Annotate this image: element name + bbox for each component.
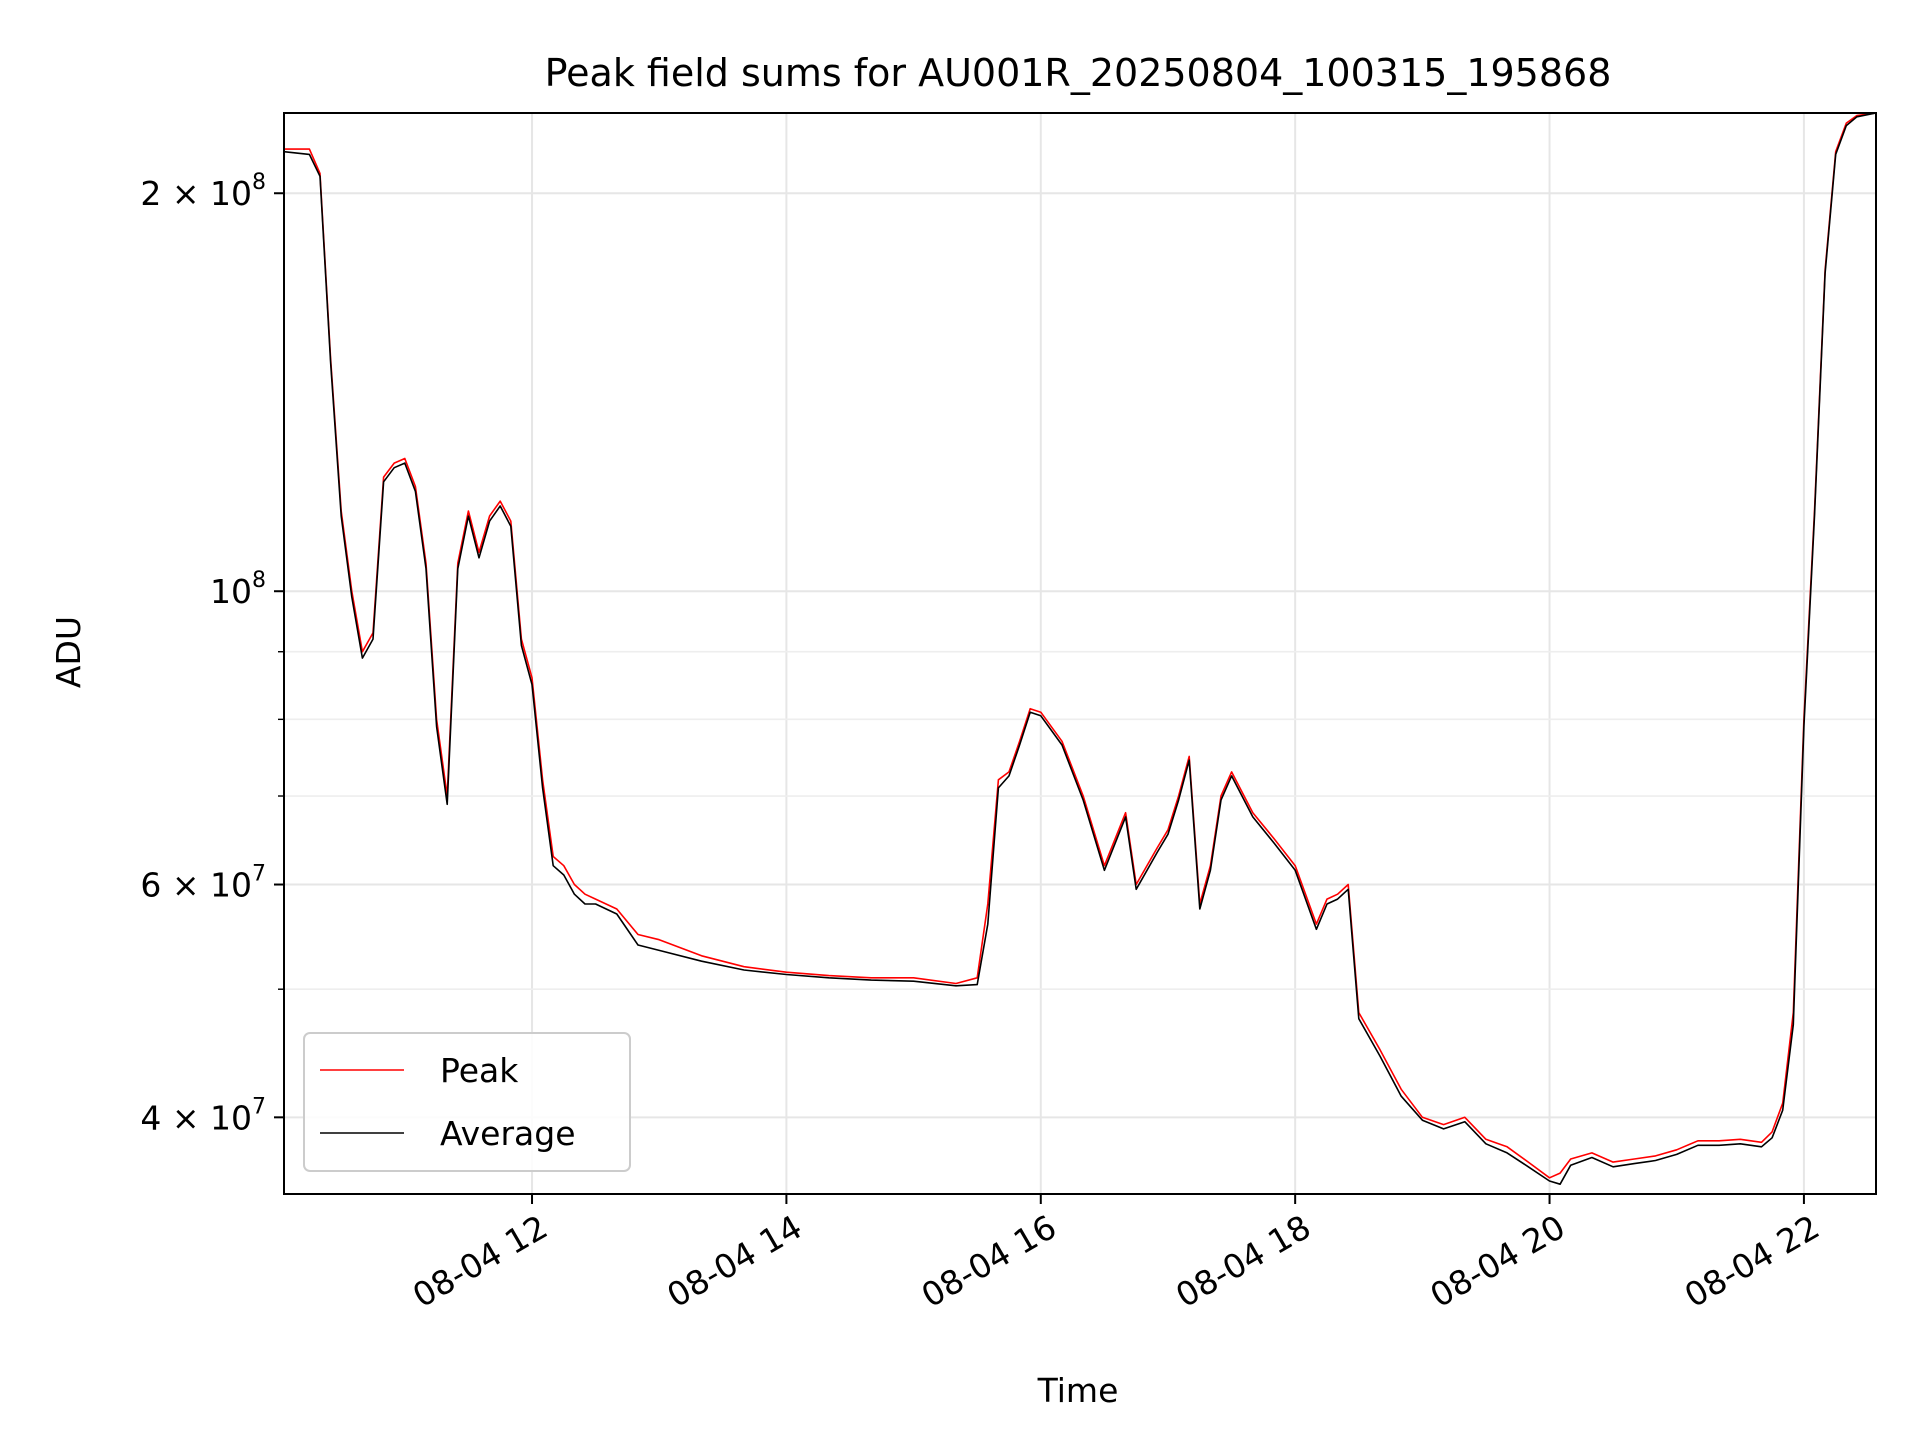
x-tick-label: 08-04 22 <box>1678 1207 1826 1315</box>
y-tick-label: 4 × 107 <box>140 1094 266 1137</box>
y-tick-label: 2 × 108 <box>140 170 266 213</box>
x-tick-label: 08-04 20 <box>1424 1207 1572 1315</box>
x-tick-label: 08-04 14 <box>660 1207 808 1315</box>
x-tick-label: 08-04 16 <box>915 1207 1063 1315</box>
series-group <box>283 112 1877 1185</box>
legend-frame <box>303 1032 631 1172</box>
legend-label-peak: Peak <box>440 1051 519 1090</box>
plot-frame <box>283 112 1877 1195</box>
chart-title: Peak field sums for AU001R_20250804_1003… <box>545 51 1612 95</box>
y-axis: 4 × 107 6 × 107 108 2 × 108 <box>140 170 284 1137</box>
x-axis: 08-04 12 08-04 14 08-04 16 08-04 18 08-04 20… <box>406 1194 1826 1315</box>
legend: Peak Average <box>303 1032 631 1172</box>
x-tick-label: 08-04 12 <box>406 1207 554 1315</box>
y-tick-label: 108 <box>210 568 266 611</box>
y-axis-label: ADU <box>49 616 88 688</box>
series-line-peak <box>284 112 1877 1179</box>
x-tick-label: 08-04 18 <box>1169 1207 1317 1315</box>
legend-label-average: Average <box>440 1114 576 1153</box>
series-line-average <box>283 112 1877 1185</box>
x-axis-label: Time <box>1037 1371 1119 1410</box>
y-tick-label: 6 × 107 <box>140 862 266 905</box>
